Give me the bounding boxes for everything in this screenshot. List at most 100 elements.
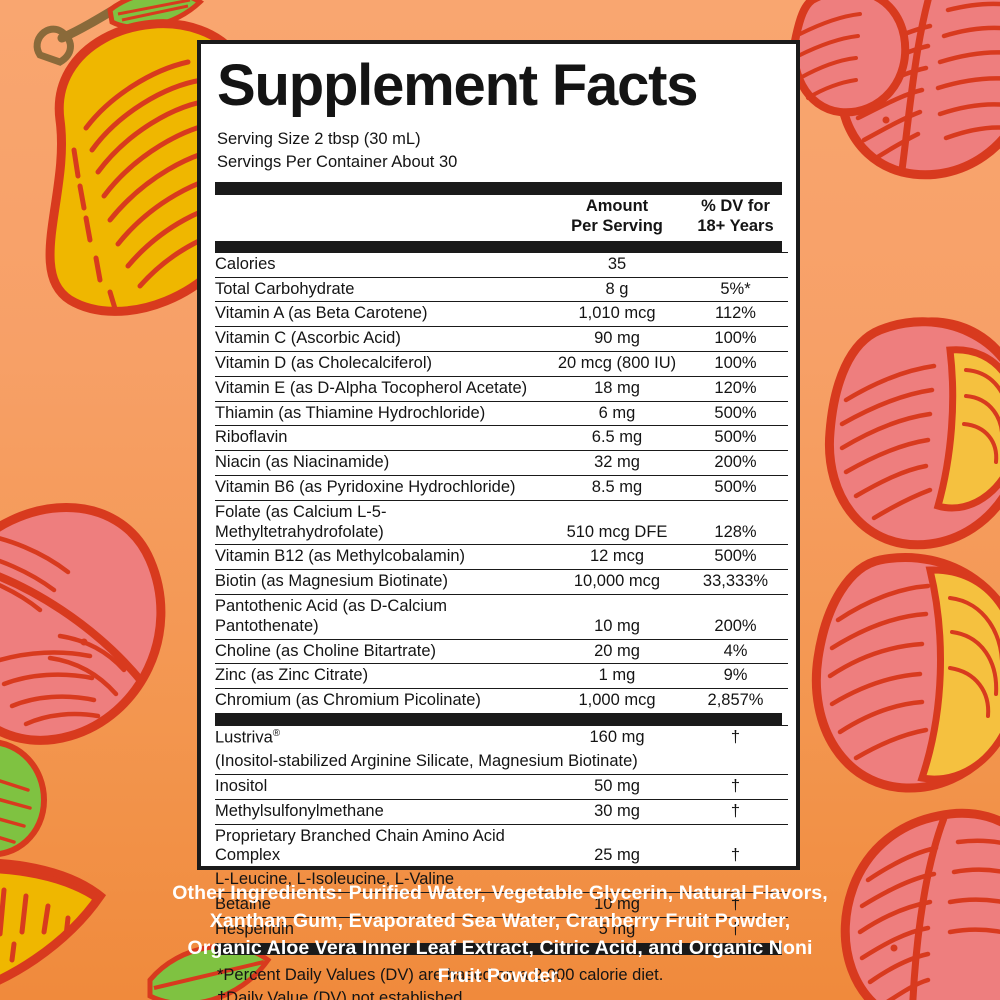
header-dv-line2: 18+ Years	[697, 216, 774, 235]
nutrient-daily-value: 128%	[683, 499, 788, 545]
nutrient-daily-value: 500%	[683, 474, 788, 501]
nutrient-daily-value: 500%	[683, 400, 788, 426]
table-row: Vitamin C (Ascorbic Acid) 90 mg 100%	[215, 326, 788, 352]
nutrient-name: Niacin (as Niacinamide)	[215, 450, 551, 476]
blend-ingredient-amount: 5 mg	[551, 916, 683, 942]
table-row: Vitamin B12 (as Methylcobalamin) 12 mcg 50…	[215, 544, 788, 570]
table-row: Riboflavin 6.5 mg 500%	[215, 425, 788, 451]
nutrient-amount: 35	[551, 251, 683, 278]
other-ingredients-text: Other Ingredients: Purified Water, Veget…	[172, 882, 828, 988]
nutrient-name: Calories	[215, 251, 551, 278]
nutrient-daily-value: 100%	[683, 350, 788, 377]
nutrient-amount: 20 mg	[551, 638, 683, 664]
nutrient-name: Folate (as Calcium L-5-Methyltetrahydrof…	[215, 499, 551, 545]
nutrient-daily-value: 33,333%	[683, 569, 788, 595]
nutrient-amount: 8.5 mg	[551, 474, 683, 501]
nutrient-name: Vitamin A (as Beta Carotene)	[215, 301, 551, 327]
table-row: Vitamin D (as Cholecalciferol) 20 mcg (80…	[215, 350, 788, 377]
nutrient-daily-value: 100%	[683, 326, 788, 352]
nutrient-daily-value: 4%	[683, 638, 788, 664]
table-row-subtext: (Inositol-stabilized Arginine Silicate, …	[215, 750, 788, 774]
nutrient-amount: 10 mg	[551, 593, 683, 640]
nutrient-daily-value: 500%	[683, 544, 788, 570]
header-amount: Amount Per Serving	[551, 195, 683, 239]
blend-ingredient-name: Proprietary Branched Chain Amino Acid Co…	[215, 823, 551, 869]
table-row: Methylsulfonylmethane 30 mg †	[215, 798, 788, 825]
nutrient-name: Zinc (as Zinc Citrate)	[215, 663, 551, 689]
nutrient-daily-value: 500%	[683, 425, 788, 451]
nutrient-daily-value: 5%*	[683, 276, 788, 302]
serving-info: Serving Size 2 tbsp (30 mL) Servings Per…	[215, 118, 782, 173]
table-row: Biotin (as Magnesium Biotinate) 10,000 mc…	[215, 569, 788, 595]
nutrient-amount: 18 mg	[551, 375, 683, 402]
nutrient-daily-value: 120%	[683, 375, 788, 402]
table-row: Calories 35	[215, 251, 788, 278]
serving-size: Serving Size 2 tbsp (30 mL)	[217, 130, 421, 149]
footnote-line: *Percent Daily Values (DV) are based on …	[217, 965, 664, 984]
nutrient-amount: 20 mcg (800 IU)	[551, 350, 683, 377]
nutrient-daily-value	[683, 251, 788, 278]
blend-ingredient-daily-value: †	[683, 892, 788, 918]
blend-ingredient-amount: 30 mg	[551, 798, 683, 825]
table-row: Folate (as Calcium L-5-Methyltetrahydrof…	[215, 499, 788, 545]
blend-table: Lustriva® 160 mg † (Inositol-stabilized Arg…	[215, 724, 788, 942]
table-row-subtext: L-Leucine, L-Isoleucine, L-Valine	[215, 868, 788, 892]
blend-ingredient-daily-value: †	[683, 798, 788, 825]
peach-bottom-right-icon	[840, 808, 1000, 1000]
column-headers-table: Amount Per Serving % DV for 18+ Years	[215, 195, 788, 239]
nutrient-amount: 90 mg	[551, 326, 683, 352]
header-dv-line1: % DV for	[701, 197, 770, 216]
nutrient-name: Choline (as Choline Bitartrate)	[215, 638, 551, 664]
header-dv: % DV for 18+ Years	[683, 195, 788, 239]
header-amount-line2: Per Serving	[571, 216, 663, 235]
table-row: Vitamin A (as Beta Carotene) 1,010 mcg 112…	[215, 301, 788, 327]
servings-per-container: Servings Per Container About 30	[217, 152, 458, 171]
nutrient-name: Vitamin E (as D-Alpha Tocopherol Acetate…	[215, 375, 551, 402]
footnotes: *Percent Daily Values (DV) are based on …	[215, 955, 782, 1000]
divider-bar-headers	[215, 240, 782, 252]
table-row: Choline (as Choline Bitartrate) 20 mg 4%	[215, 638, 788, 664]
table-row: Niacin (as Niacinamide) 32 mg 200%	[215, 450, 788, 476]
nutrient-name: Pantothenic Acid (as D-Calcium Pantothen…	[215, 593, 551, 640]
nutrient-amount: 1,000 mcg	[551, 688, 683, 713]
blend-ingredient-name: Betaine	[215, 892, 551, 918]
nutrient-name: Vitamin C (Ascorbic Acid)	[215, 326, 551, 352]
nutrient-name: Vitamin B6 (as Pyridoxine Hydrochloride)	[215, 474, 551, 501]
blend-ingredient-name: Hesperidin	[215, 916, 551, 942]
table-row: Chromium (as Chromium Picolinate) 1,000 m…	[215, 688, 788, 713]
table-row: Zinc (as Zinc Citrate) 1 mg 9%	[215, 663, 788, 689]
blend-ingredient-daily-value: †	[683, 916, 788, 942]
table-row: Vitamin E (as D-Alpha Tocopherol Acetate…	[215, 375, 788, 402]
banana-slice-bottom-left-icon	[0, 859, 107, 985]
apricot-right-icon	[824, 317, 1000, 550]
nutrient-name: Chromium (as Chromium Picolinate)	[215, 688, 551, 713]
nutrient-amount: 6 mg	[551, 400, 683, 426]
divider-bar-footnotes	[215, 942, 782, 955]
nutrient-daily-value: 200%	[683, 593, 788, 640]
blend-ingredient-subtext: L-Leucine, L-Isoleucine, L-Valine	[215, 870, 455, 889]
nutrient-daily-value: 9%	[683, 663, 788, 689]
table-row: Total Carbohydrate 8 g 5%*	[215, 276, 788, 302]
nutrient-amount: 8 g	[551, 276, 683, 302]
peach-left-middle-icon	[0, 503, 166, 857]
nutrient-daily-value: 2,857%	[683, 688, 788, 713]
blend-ingredient-amount: 25 mg	[551, 823, 683, 869]
supplement-facts-panel: Supplement Facts Serving Size 2 tbsp (30…	[197, 40, 800, 1000]
nutrient-daily-value: 112%	[683, 301, 788, 327]
nutrient-name: Vitamin D (as Cholecalciferol)	[215, 350, 551, 377]
footnote-line: †Daily Value (DV) not established.	[217, 989, 468, 1000]
nutrient-name: Biotin (as Magnesium Biotinate)	[215, 569, 551, 595]
blend-ingredient-amount: 10 mg	[551, 892, 683, 918]
table-row: Hesperidin 5 mg †	[215, 916, 788, 942]
page-title: Supplement Facts	[217, 53, 699, 118]
divider-bar-top	[215, 182, 782, 196]
nutrient-name: Riboflavin	[215, 425, 551, 451]
table-row: Thiamin (as Thiamine Hydrochloride) 6 mg 5…	[215, 400, 788, 426]
blend-ingredient-name: Inositol	[215, 774, 551, 800]
nutrient-amount: 12 mcg	[551, 544, 683, 570]
divider-bar-blend	[215, 712, 782, 725]
table-row: Pantothenic Acid (as D-Calcium Pantothen…	[215, 593, 788, 640]
table-row: Lustriva® 160 mg †	[215, 724, 788, 751]
blend-ingredient-name: Lustriva®	[215, 724, 551, 751]
